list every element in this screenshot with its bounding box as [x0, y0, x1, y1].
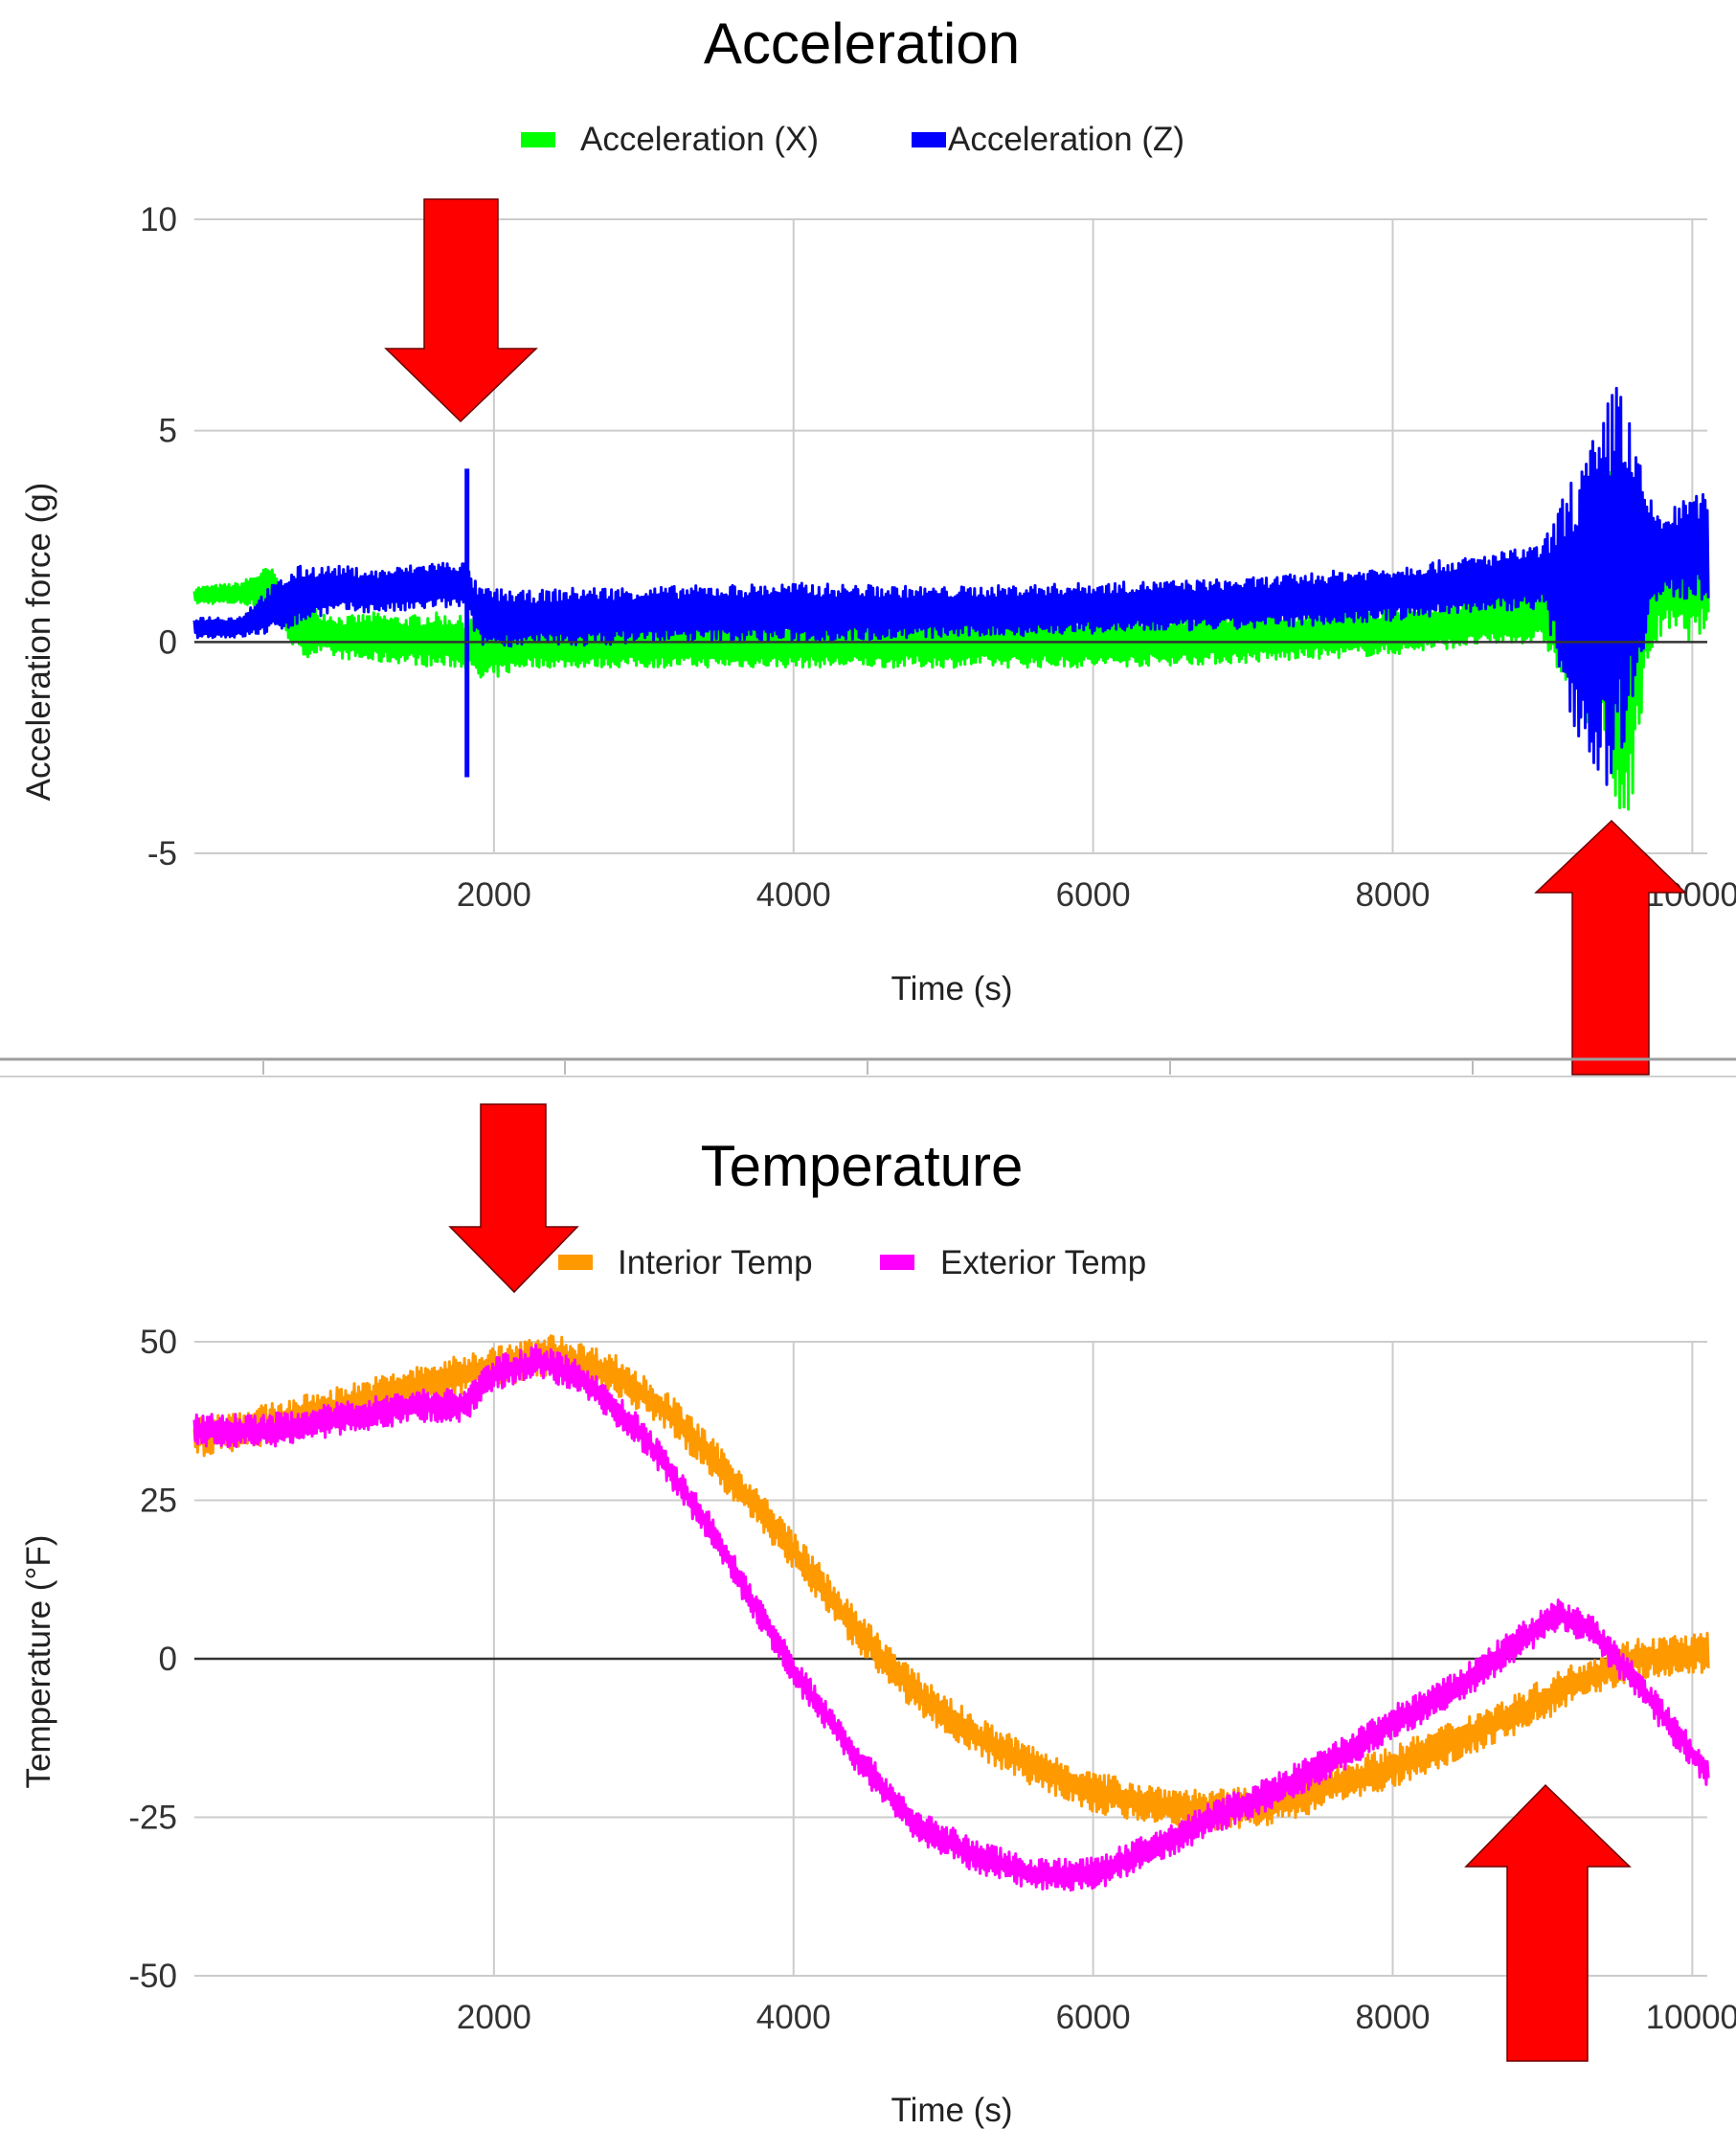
grid: [194, 218, 1707, 854]
x-tick-label: 4000: [756, 876, 831, 914]
series-layer: [192, 386, 1710, 811]
chart-title: Acceleration: [704, 11, 1020, 76]
x-axis-label: Time (s): [891, 2092, 1012, 2129]
y-axis-label: Acceleration force (g): [20, 483, 57, 802]
legend-label-interior: Interior Temp: [618, 1244, 813, 1281]
acceleration-chart: Acceleration Acceleration (X) Accelerati…: [20, 11, 1736, 1076]
series-line-interior-temp: [192, 1334, 1710, 1831]
y-tick-label: -5: [147, 835, 177, 872]
chart-title: Temperature: [701, 1134, 1024, 1198]
x-tick-label: 2000: [457, 876, 531, 914]
temperature-chart: Temperature Interior Temp Exterior Temp …: [20, 1103, 1736, 2129]
legend: Interior Temp Exterior Temp: [558, 1244, 1146, 1281]
x-tick-label: 8000: [1356, 1999, 1431, 2036]
y-tick-label: 0: [159, 623, 177, 661]
x-tick-labels: 2000 4000 6000 8000 10000: [457, 1999, 1736, 2036]
x-tick-label: 10000: [1646, 1999, 1736, 2036]
y-tick-label: 5: [159, 413, 177, 450]
y-tick-labels: -50 -25 0 25 50: [128, 1324, 177, 1995]
x-tick-label: 2000: [457, 1999, 531, 2036]
y-tick-labels: -5 0 5 10: [140, 201, 177, 872]
legend-label-x: Acceleration (X): [580, 121, 819, 158]
x-tick-label: 4000: [756, 1999, 831, 2036]
y-axis-label: Temperature (°F): [20, 1535, 57, 1789]
y-tick-label: 10: [140, 201, 177, 238]
legend-label-z: Acceleration (Z): [948, 121, 1184, 158]
red-arrow-up: [1534, 819, 1687, 1076]
x-tick-label: 8000: [1356, 876, 1431, 914]
y-tick-label: 25: [140, 1483, 177, 1520]
y-tick-label: -25: [128, 1800, 177, 1837]
y-tick-label: 0: [159, 1641, 177, 1678]
y-tick-label: -50: [128, 1958, 177, 1995]
series-line-acceleration-z: [192, 386, 1710, 786]
legend-label-exterior: Exterior Temp: [940, 1244, 1146, 1281]
x-tick-labels: 2000 4000 6000 8000 10000: [457, 876, 1736, 914]
red-arrow-down: [448, 1103, 579, 1294]
legend: Acceleration (X) Acceleration (Z): [521, 121, 1184, 158]
legend-swatch-x: [521, 132, 555, 147]
red-arrow-up: [1464, 1783, 1632, 2062]
legend-swatch-exterior: [880, 1255, 914, 1270]
panel-separator: [0, 1057, 1736, 1077]
y-tick-label: 50: [140, 1324, 177, 1361]
series-line-exterior-temp: [192, 1344, 1710, 1892]
legend-swatch-z: [912, 132, 946, 147]
x-axis-label: Time (s): [891, 970, 1012, 1008]
red-arrow-down: [384, 198, 538, 423]
x-tick-label: 6000: [1056, 1999, 1131, 2036]
legend-swatch-interior: [558, 1255, 593, 1270]
series-layer: [192, 1334, 1710, 1892]
x-tick-label: 6000: [1056, 876, 1131, 914]
grid: [194, 1341, 1707, 1977]
